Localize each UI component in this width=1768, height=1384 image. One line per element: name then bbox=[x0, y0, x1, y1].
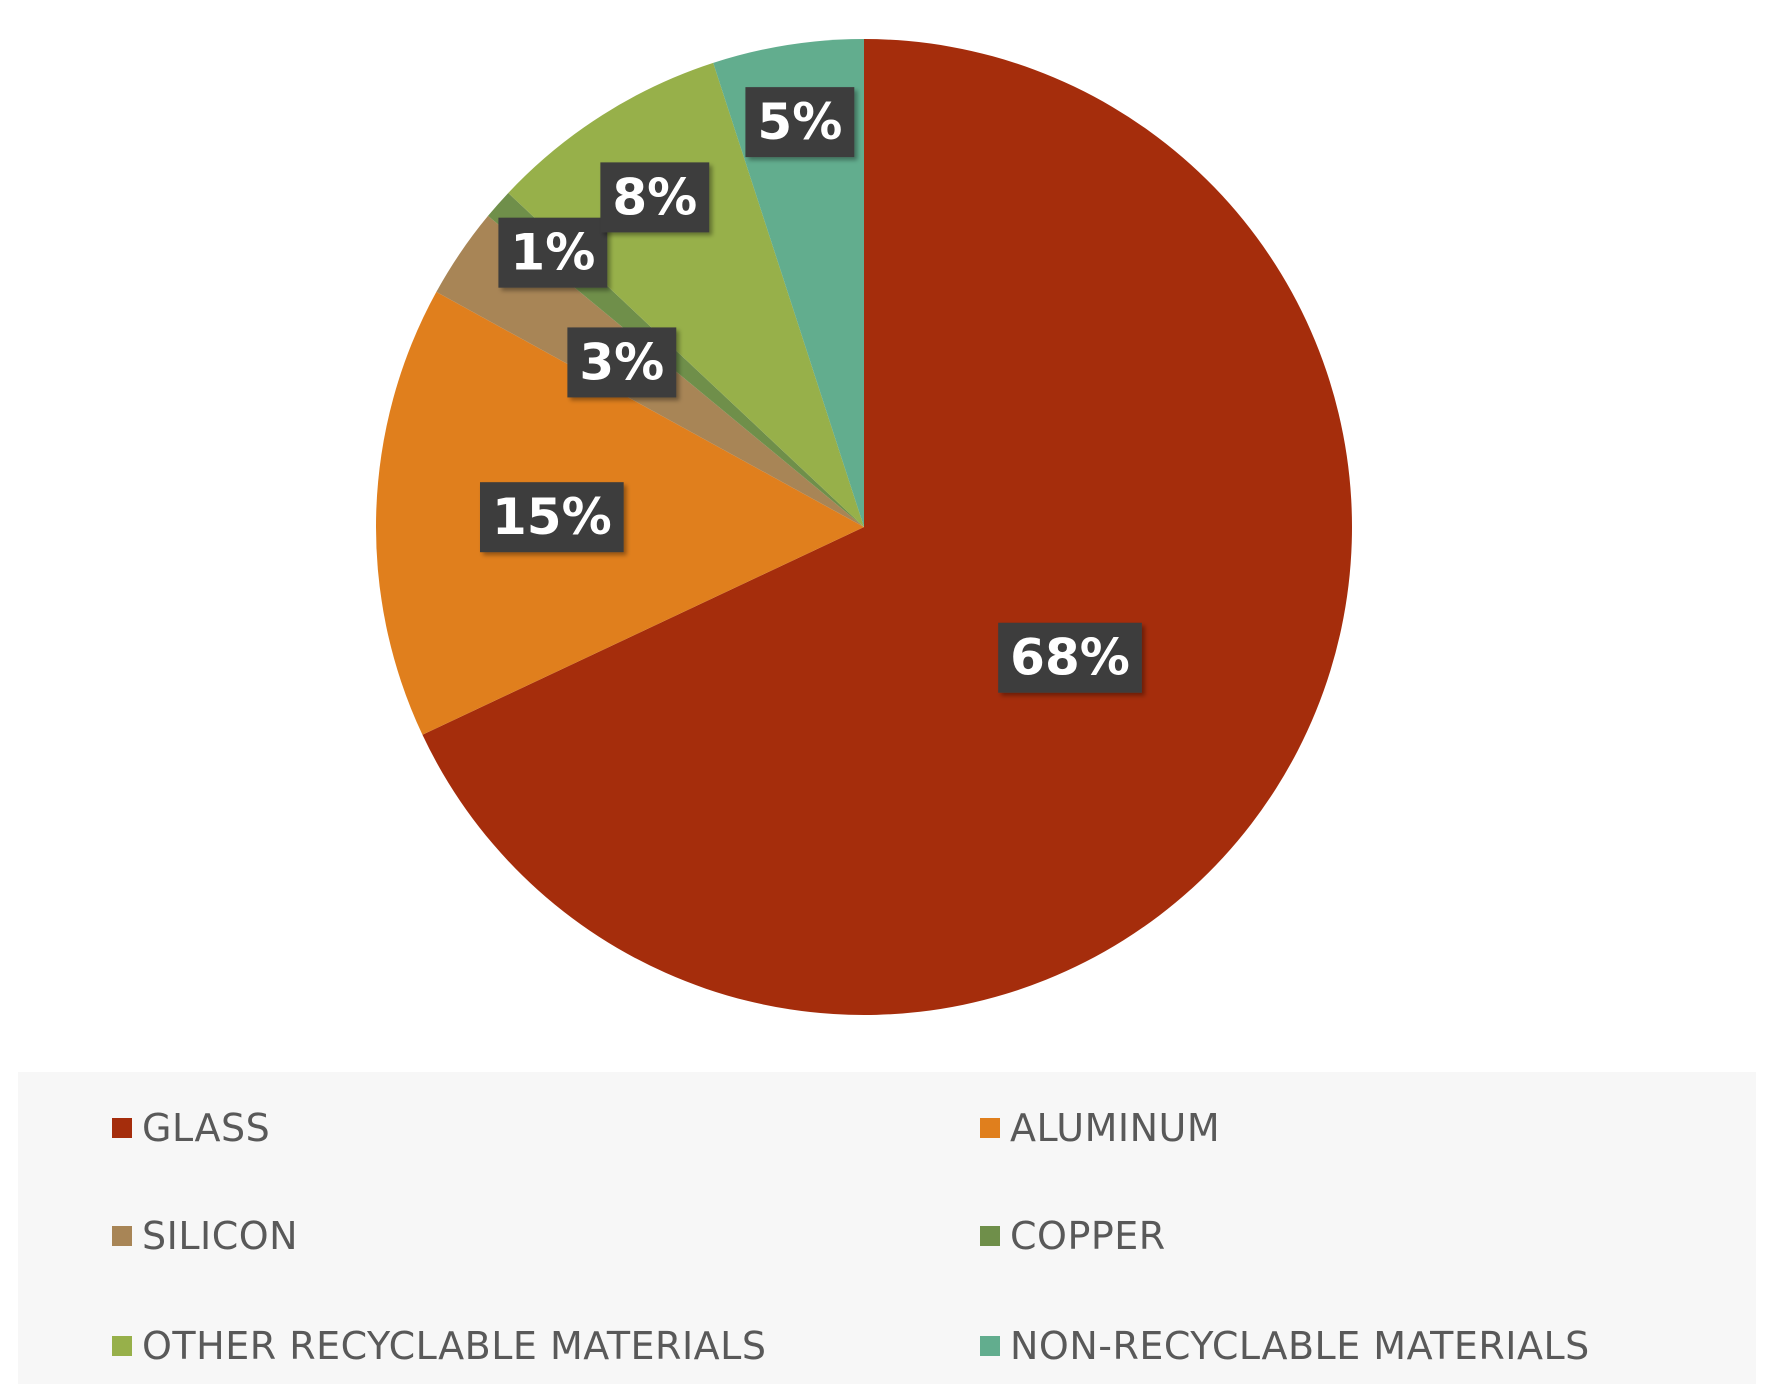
legend-label: NON-RECYCLABLE MATERIALS bbox=[1010, 1324, 1590, 1368]
data-label-text: 5% bbox=[757, 93, 842, 151]
data-label-text: 3% bbox=[579, 333, 664, 391]
data-label-copper: 1% bbox=[498, 217, 608, 288]
pie-slice-non-recyclable-materials bbox=[713, 39, 864, 527]
legend-label: SILICON bbox=[142, 1214, 299, 1258]
legend-label: GLASS bbox=[142, 1106, 271, 1150]
data-label-box bbox=[600, 162, 710, 233]
legend-item-non-recyclable: NON-RECYCLABLE MATERIALS bbox=[980, 1316, 1590, 1376]
data-label-text: 8% bbox=[612, 168, 697, 226]
legend-label: ALUMINUM bbox=[1010, 1106, 1221, 1150]
data-label-box bbox=[745, 87, 855, 158]
data-label-silicon: 3% bbox=[567, 327, 677, 398]
data-label-text: 1% bbox=[510, 224, 595, 282]
data-label-box bbox=[479, 482, 624, 553]
data-label-box bbox=[567, 327, 677, 398]
legend-swatch bbox=[112, 1118, 132, 1138]
legend-swatch bbox=[112, 1226, 132, 1246]
legend-swatch bbox=[980, 1226, 1000, 1246]
legend-label: OTHER RECYCLABLE MATERIALS bbox=[142, 1324, 767, 1368]
pie-data-labels: 68% 15% 3% 1% 8% 5% bbox=[479, 87, 1142, 693]
data-label-other-recyclable-materials: 8% bbox=[600, 162, 710, 233]
pie-slices bbox=[375, 39, 1352, 1015]
data-label-non-recyclable-materials: 5% bbox=[745, 87, 855, 158]
legend-label: COPPER bbox=[1010, 1214, 1166, 1258]
pie-slice-other-recyclable-materials bbox=[508, 62, 864, 527]
data-label-box bbox=[998, 622, 1142, 693]
pie-chart: 68% 15% 3% 1% 8% 5% bbox=[375, 39, 1352, 1015]
legend-item-glass: GLASS bbox=[112, 1098, 270, 1158]
legend-item-copper: COPPER bbox=[980, 1206, 1166, 1266]
legend-swatch bbox=[980, 1118, 1000, 1138]
data-label-text: 15% bbox=[492, 488, 612, 546]
data-label-text: 68% bbox=[1010, 629, 1130, 687]
pie-slice-glass bbox=[422, 39, 1352, 1015]
legend-swatch bbox=[112, 1336, 132, 1356]
data-label-aluminum: 15% bbox=[479, 482, 624, 553]
data-label-glass: 68% bbox=[998, 622, 1142, 693]
data-label-box bbox=[498, 217, 608, 288]
legend-item-silicon: SILICON bbox=[112, 1206, 298, 1266]
legend-item-other-recyclable: OTHER RECYCLABLE MATERIALS bbox=[112, 1316, 766, 1376]
legend: GLASS ALUMINUM SILICON COPPER OTHER RECY… bbox=[18, 1072, 1756, 1384]
legend-swatch bbox=[980, 1336, 1000, 1356]
legend-item-aluminum: ALUMINUM bbox=[980, 1098, 1220, 1158]
